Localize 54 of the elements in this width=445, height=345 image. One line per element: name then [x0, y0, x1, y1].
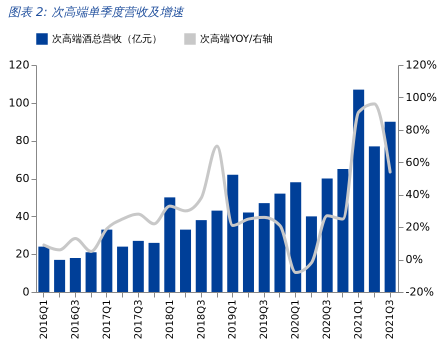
- y-tick-label: 0: [22, 286, 30, 298]
- x-tick-label: 2020Q3: [322, 300, 334, 340]
- y-tick-label: 120: [8, 58, 30, 72]
- y2-tick-label: 20%: [406, 220, 430, 234]
- y2-tick-label: 60%: [406, 156, 430, 169]
- bar: [384, 122, 396, 292]
- y2-tick-label: 80%: [406, 123, 430, 136]
- bar: [306, 216, 317, 292]
- y2-tick-label: 0%: [406, 253, 423, 266]
- bar: [38, 246, 50, 292]
- x-tick-label: 2017Q3: [133, 300, 144, 340]
- y2-tick-label: 100%: [406, 90, 437, 104]
- x-tick-label: 2020Q1: [290, 300, 302, 340]
- y-tick-label: 80: [16, 134, 30, 148]
- bar: [211, 210, 223, 292]
- x-tick-label: 2021Q3: [385, 300, 396, 340]
- x-tick-label: 2016Q1: [38, 300, 50, 340]
- bar: [86, 252, 97, 292]
- y-tick-label: 40: [16, 210, 30, 223]
- bar: [353, 90, 364, 292]
- y-tick-label: 60: [16, 172, 30, 185]
- bar: [117, 246, 128, 292]
- x-tick-label: 2019Q1: [228, 300, 239, 340]
- bar: [290, 182, 302, 292]
- bar: [242, 212, 254, 292]
- bar: [322, 178, 333, 292]
- chart-title: 图表 2: 次高端单季度营收及增速: [8, 5, 184, 19]
- bar: [54, 260, 66, 292]
- y2-tick-label: -20%: [406, 286, 434, 298]
- bar: [101, 230, 112, 292]
- line-series: [42, 102, 392, 274]
- bar: [70, 258, 81, 292]
- bar: [258, 203, 270, 292]
- x-tick-label: 2018Q3: [196, 300, 208, 340]
- bar: [148, 242, 160, 292]
- bar: [274, 194, 286, 292]
- y2-tick-label: 40%: [406, 188, 430, 202]
- y-tick-label: 100: [8, 96, 30, 110]
- x-tick-label: 2018Q1: [164, 300, 176, 340]
- bar: [227, 174, 238, 292]
- bar: [368, 146, 380, 292]
- bar: [164, 197, 176, 292]
- bar: [196, 220, 207, 292]
- y-tick-label: 20: [16, 248, 30, 261]
- x-tick-label: 2019Q3: [259, 300, 270, 340]
- x-tick-label: 2016Q3: [70, 300, 82, 340]
- x-tick-label: 2021Q1: [354, 300, 365, 340]
- bar: [180, 230, 192, 292]
- legend-label: 次高端酒总营收（亿元）: [52, 33, 162, 45]
- legend-label: 次高端YOY/右轴: [200, 33, 272, 45]
- bar: [337, 169, 348, 292]
- y2-tick-label: 120%: [406, 58, 437, 72]
- x-tick-label: 2017Q1: [102, 300, 113, 340]
- bar: [132, 240, 144, 292]
